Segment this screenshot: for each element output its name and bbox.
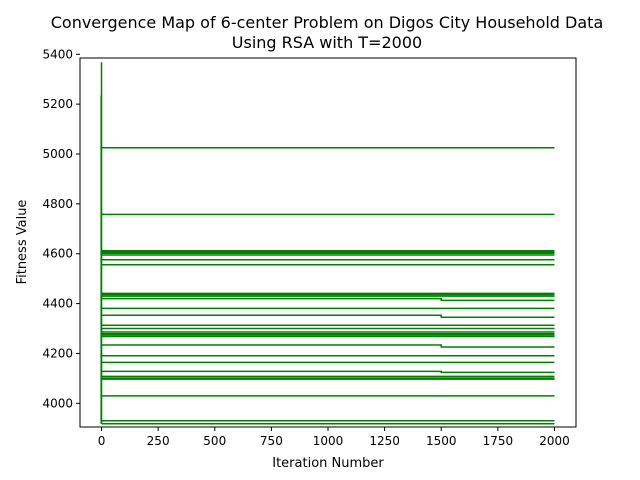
- chart-title-line1: Convergence Map of 6-center Problem on D…: [51, 13, 604, 32]
- y-tick-label: 5400: [42, 47, 73, 61]
- y-tick-label: 4800: [42, 197, 73, 211]
- plot-area: [100, 62, 555, 425]
- x-axis: 0 250 500 750 1000 1250 1500 1750 2000: [98, 427, 570, 448]
- y-tick-label: 5200: [42, 97, 73, 111]
- y-tick-label: 4600: [42, 247, 73, 261]
- x-axis-label: Iteration Number: [272, 456, 384, 471]
- x-tick-label: 1250: [369, 434, 400, 448]
- x-tick-label: 1000: [313, 434, 344, 448]
- x-tick-label: 500: [203, 434, 226, 448]
- series-line: [101, 370, 555, 374]
- x-tick-label: 250: [147, 434, 170, 448]
- x-tick-label: 1500: [426, 434, 457, 448]
- chart-title-line2: Using RSA with T=2000: [232, 33, 422, 52]
- y-axis: 4000 4200 4400 4600 4800 5000 5200 5400: [42, 47, 80, 410]
- x-tick-label: 2000: [539, 434, 570, 448]
- y-axis-label: Fitness Value: [15, 200, 30, 285]
- x-tick-label: 750: [260, 434, 283, 448]
- y-tick-label: 4000: [42, 396, 73, 410]
- series-line: [101, 314, 555, 319]
- y-tick-label: 4400: [42, 297, 73, 311]
- series-line: [101, 297, 555, 302]
- y-tick-label: 5000: [42, 147, 73, 161]
- series-line: [101, 344, 555, 348]
- x-tick-label: 1750: [483, 434, 514, 448]
- y-tick-label: 4200: [42, 346, 73, 360]
- x-tick-label: 0: [98, 434, 106, 448]
